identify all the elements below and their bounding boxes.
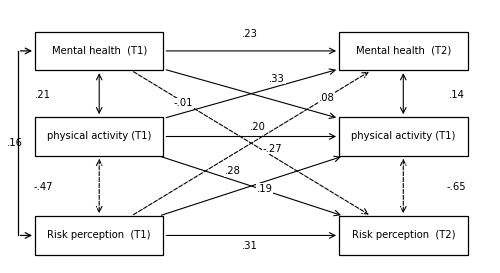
Text: .21: .21 [36, 90, 52, 100]
Text: Mental health  (T1): Mental health (T1) [52, 46, 147, 56]
FancyBboxPatch shape [35, 216, 164, 255]
FancyBboxPatch shape [35, 31, 164, 70]
Text: Risk perception  (T1): Risk perception (T1) [48, 230, 151, 241]
Text: -.65: -.65 [447, 182, 466, 192]
FancyBboxPatch shape [339, 216, 468, 255]
Text: .23: .23 [242, 29, 258, 38]
FancyBboxPatch shape [339, 117, 468, 156]
Text: physical activity (T1): physical activity (T1) [47, 132, 152, 141]
Text: Mental health  (T2): Mental health (T2) [356, 46, 451, 56]
Text: .31: .31 [242, 241, 258, 251]
Text: -.27: -.27 [262, 144, 282, 153]
Text: .14: .14 [448, 90, 464, 100]
FancyBboxPatch shape [339, 31, 468, 70]
Text: Risk perception  (T2): Risk perception (T2) [352, 230, 455, 241]
Text: .28: .28 [225, 166, 240, 176]
Text: .19: .19 [257, 184, 273, 194]
Text: .08: .08 [319, 93, 334, 103]
Text: .33: .33 [270, 74, 285, 84]
FancyBboxPatch shape [35, 117, 164, 156]
Text: .20: .20 [250, 122, 266, 132]
Text: physical activity (T1): physical activity (T1) [351, 132, 456, 141]
Text: -.01: -.01 [174, 98, 193, 108]
Text: -.47: -.47 [34, 182, 53, 192]
Text: .16: .16 [7, 138, 23, 148]
